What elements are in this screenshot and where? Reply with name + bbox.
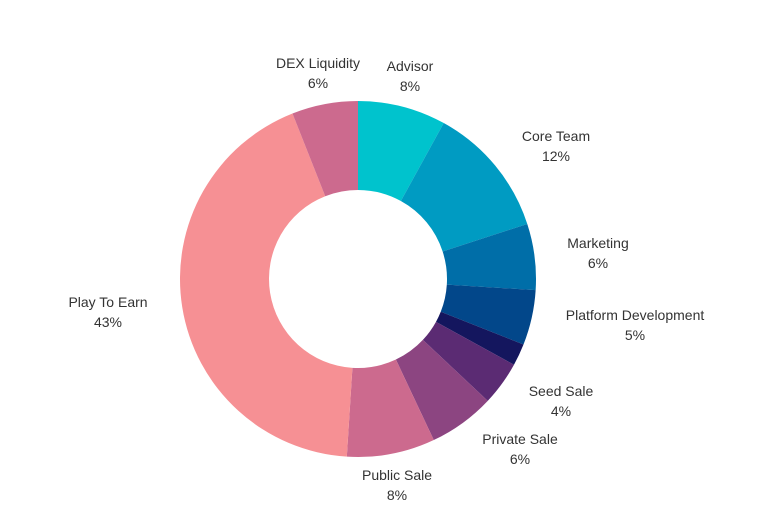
label-private-sale: Private Sale 6% [482,429,557,469]
label-seed-sale-name: Seed Sale [528,383,594,399]
label-platform-development: Platform Development 5% [566,305,705,345]
label-advisor-value: 8% [399,78,421,94]
slice-unlabeled-4 [435,311,524,365]
slice-advisor-0 [358,101,444,202]
label-play-to-earn-value: 43% [93,314,123,330]
label-public-sale-name: Public Sale [361,467,433,483]
label-public-sale-value: 8% [386,487,408,503]
slice-marketing-2 [442,223,536,291]
label-seed-sale-value: 4% [550,403,572,419]
label-play-to-earn: Play To Earn 43% [68,292,147,332]
label-private-sale-value: 6% [509,451,531,467]
label-platform-development-name: Platform Development [565,307,705,323]
slice-core-team-1 [400,123,528,252]
label-platform-development-value: 5% [624,327,646,343]
slice-private-sale-6 [395,339,488,441]
slice-dex-liquidity-9 [292,101,358,197]
label-core-team: Core Team 12% [522,126,590,166]
label-core-team-value: 12% [541,148,571,164]
slice-public-sale-7 [346,359,434,457]
label-seed-sale: Seed Sale 4% [529,381,594,421]
label-marketing-name: Marketing [567,235,629,251]
label-marketing: Marketing 6% [567,233,628,273]
label-play-to-earn-name: Play To Earn [68,294,148,310]
label-public-sale: Public Sale 8% [362,465,432,505]
slice-platform-development-3 [440,284,536,345]
label-core-team-name: Core Team [521,128,591,144]
slice-seed-sale-5 [422,321,514,401]
label-advisor-name: Advisor [386,58,434,74]
label-dex-liquidity-value: 6% [307,75,329,91]
label-private-sale-name: Private Sale [482,431,558,447]
label-dex-liquidity-name: DEX Liquidity [275,55,361,71]
label-marketing-value: 6% [587,255,609,271]
slice-play-to-earn-8 [180,113,353,457]
label-dex-liquidity: DEX Liquidity 6% [276,53,360,93]
label-advisor: Advisor 8% [387,56,434,96]
